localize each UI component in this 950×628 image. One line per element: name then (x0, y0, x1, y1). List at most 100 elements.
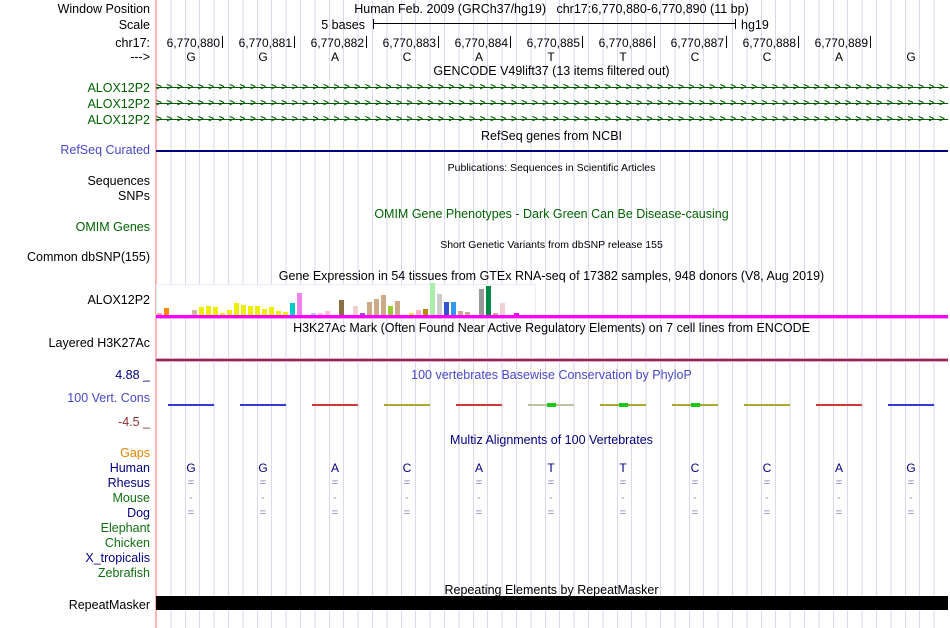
multiz-aligned-base: G (186, 461, 196, 475)
gtex-tissue-bar (164, 308, 169, 315)
gencode-gene-label[interactable]: ALOX12P2 (87, 81, 150, 95)
multiz-species-label-gaps[interactable]: Gaps (120, 446, 150, 460)
multiz-alignment-row-mouse[interactable]: ----------- (155, 491, 948, 505)
phylop-wiggle-segment (443, 402, 515, 408)
multiz-aligned-base: G (258, 461, 268, 475)
h3k27ac-signal-band[interactable] (156, 358, 948, 362)
multiz-species-label-dog[interactable]: Dog (127, 506, 150, 520)
gtex-tissue-bar (157, 313, 162, 315)
multiz-aligned-base: A (474, 461, 483, 475)
multiz-species-label-human[interactable]: Human (109, 461, 150, 475)
multiz-alignment-row-dog[interactable]: = = = = = = = = = = = (155, 506, 948, 520)
refseq-curated-label[interactable]: RefSeq Curated (60, 143, 150, 157)
multiz-alignment-row-gaps[interactable] (155, 446, 948, 460)
multiz-alignment-symbol: = (547, 477, 555, 489)
common-dbsnp-label[interactable]: Common dbSNP(155) (27, 250, 150, 264)
snps-label[interactable]: SNPs (118, 189, 150, 203)
gencode-gene-item[interactable]: >>>>>>>>>>>>>>>>>>>>>>>>>>>>>>>>>>>>>>>>… (156, 97, 948, 110)
gtex-tissue-bar (241, 305, 246, 315)
phylop-wiggle-segment (875, 402, 947, 408)
sequences-label[interactable]: Sequences (87, 174, 150, 188)
vert-cons-label[interactable]: 100 Vert. Cons (67, 391, 150, 405)
multiz-track-title: Multiz Alignments of 100 Vertebrates (450, 433, 653, 447)
gtex-tissue-bar (297, 293, 302, 315)
reference-base: G (906, 50, 916, 64)
coordinate-tick (870, 36, 871, 48)
multiz-species-label-chicken[interactable]: Chicken (104, 536, 150, 550)
phylop-wiggle-line (168, 404, 214, 406)
coordinate-cell: 6,770,885 (515, 36, 587, 50)
gtex-tissue-bar (276, 311, 281, 315)
scale-ruler (373, 19, 736, 29)
gencode-gene-label[interactable]: ALOX12P2 (87, 113, 150, 127)
phylop-wiggle-line (456, 404, 502, 406)
gtex-expression-bar-chart[interactable] (156, 283, 536, 315)
refseq-curated-item[interactable] (156, 150, 948, 152)
multiz-alignment-symbol: = (475, 477, 483, 489)
gtex-gene-label[interactable]: ALOX12P2 (87, 293, 150, 307)
coordinate-tick (438, 36, 439, 48)
repeatmasker-track-title: Repeating Elements by RepeatMasker (444, 583, 659, 597)
reference-base: T (619, 50, 627, 64)
multiz-alignment-symbol: = (259, 477, 267, 489)
multiz-alignment-row-zebrafish[interactable] (155, 566, 948, 580)
gencode-gene-item[interactable]: >>>>>>>>>>>>>>>>>>>>>>>>>>>>>>>>>>>>>>>>… (156, 81, 948, 94)
gencode-gene-item[interactable]: >>>>>>>>>>>>>>>>>>>>>>>>>>>>>>>>>>>>>>>>… (156, 113, 948, 126)
multiz-alignment-symbol: = (907, 507, 915, 519)
multiz-aligned-base: T (547, 461, 555, 475)
multiz-species-label-rhesus[interactable]: Rhesus (107, 476, 150, 490)
multiz-species-label-mouse[interactable]: Mouse (112, 491, 150, 505)
multiz-alignment-symbol: = (835, 477, 843, 489)
multiz-alignment-symbol: - (765, 492, 769, 504)
repeatmasker-element-bar[interactable] (156, 596, 948, 610)
coordinate-cell: 6,770,884 (443, 36, 515, 50)
multiz-alignment-symbol: = (763, 477, 771, 489)
multiz-alignment-symbol: = (331, 477, 339, 489)
multiz-alignment-symbol: = (619, 507, 627, 519)
reference-base: A (330, 50, 339, 64)
multiz-alignment-symbol: = (907, 477, 915, 489)
multiz-alignment-symbol: = (691, 507, 699, 519)
strand-direction-label[interactable]: ---> (130, 50, 150, 64)
multiz-alignment-symbol: = (403, 477, 411, 489)
multiz-alignment-row-rhesus[interactable]: = = = = = = = = = = = (155, 476, 948, 490)
multiz-alignment-row-elephant[interactable] (155, 521, 948, 535)
coordinate-tick (222, 36, 223, 48)
multiz-species-label-elephant[interactable]: Elephant (100, 521, 150, 535)
assembly-title: Human Feb. 2009 (GRCh37/hg19) (354, 2, 547, 16)
layered-h3k27ac-label[interactable]: Layered H3K27Ac (48, 336, 150, 350)
multiz-alignment-symbol: = (763, 507, 771, 519)
multiz-alignment-row-chicken[interactable] (155, 536, 948, 550)
multiz-species-label-zebrafish[interactable]: Zebrafish (97, 566, 150, 580)
coordinate-cell: 6,770,889 (803, 36, 875, 50)
multiz-alignment-row-x_tropicalis[interactable] (155, 551, 948, 565)
repeatmasker-label[interactable]: RepeatMasker (68, 598, 150, 612)
gtex-tissue-bar (493, 313, 498, 315)
window-position-label: Window Position (57, 2, 150, 16)
multiz-alignment-symbol: = (187, 507, 195, 519)
gencode-gene-label[interactable]: ALOX12P2 (87, 97, 150, 111)
refseq-track-title: RefSeq genes from NCBI (480, 129, 623, 143)
multiz-species-label-x_tropicalis[interactable]: X_tropicalis (85, 551, 150, 565)
gtex-baseline (156, 315, 948, 319)
omim-genes-label[interactable]: OMIM Genes (75, 220, 150, 234)
gtex-tissue-bar (437, 294, 442, 315)
multiz-alignment-symbol: - (477, 492, 481, 504)
coordinate-tick (366, 36, 367, 48)
dbsnp-track-title: Short Genetic Variants from dbSNP releas… (440, 239, 663, 251)
gtex-tissue-bar (283, 312, 288, 315)
gtex-tissue-bar (262, 309, 267, 315)
multiz-aligned-base: C (402, 461, 412, 475)
gtex-tissue-bar (255, 306, 260, 315)
reference-base: C (402, 50, 412, 64)
phylop-wiggle-line (744, 404, 790, 406)
coordinate-value: 6,770,881 (238, 36, 292, 50)
gencode-track-title: GENCODE V49lift37 (13 items filtered out… (433, 64, 670, 78)
scale-label: Scale (118, 18, 150, 32)
reference-base: A (474, 50, 483, 64)
multiz-aligned-base: A (330, 461, 339, 475)
reference-base: A (834, 50, 843, 64)
coordinate-value: 6,770,886 (598, 36, 652, 50)
